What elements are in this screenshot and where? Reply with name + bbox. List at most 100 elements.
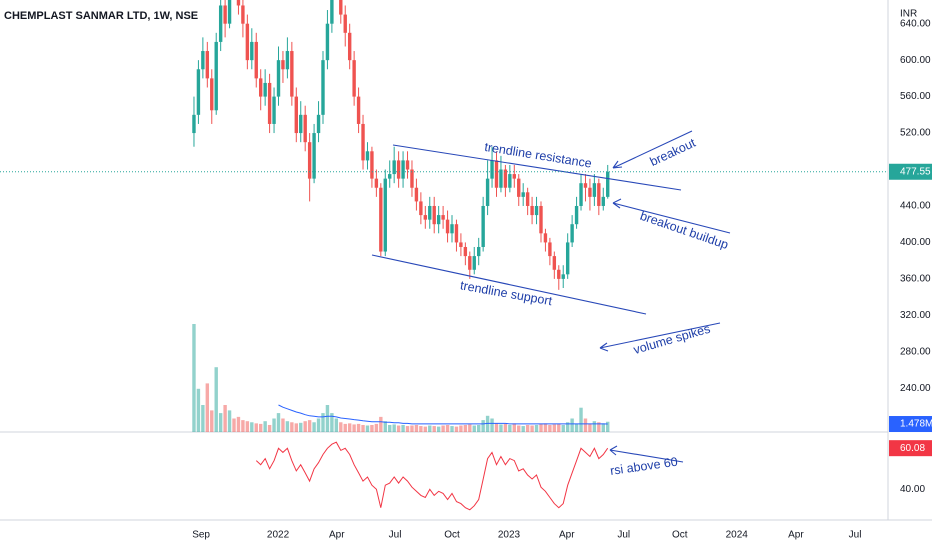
candle-body	[388, 174, 392, 179]
y-tick-label: 320.00	[900, 310, 931, 321]
volume-bar	[525, 424, 530, 432]
y-tick-label: 600.00	[900, 55, 931, 66]
candle-body	[565, 242, 570, 275]
volume-ma-line	[278, 404, 608, 425]
volume-bar	[450, 426, 454, 432]
volume-bar	[494, 423, 499, 432]
candle-body	[436, 215, 441, 225]
volume-bar	[472, 425, 476, 432]
candle-body	[236, 0, 241, 6]
x-tick-label: 2024	[726, 530, 749, 541]
volume-bar	[459, 425, 463, 432]
volume-bar	[490, 418, 494, 432]
candle-body	[579, 183, 583, 206]
volume-bar	[468, 424, 472, 432]
volume-bar	[281, 418, 285, 432]
volume-bar	[232, 418, 236, 432]
candle-body	[530, 205, 534, 216]
volume-bar	[552, 424, 557, 432]
volume-bar	[370, 424, 374, 432]
candle-body	[267, 82, 272, 124]
annotation: trendline support	[459, 278, 554, 308]
volume-bar	[343, 423, 347, 432]
candle-body	[561, 274, 565, 279]
volume-bar	[592, 421, 597, 432]
candle-body	[414, 187, 419, 202]
y-tick-label: 400.00	[900, 237, 931, 248]
volume-bar	[499, 424, 503, 432]
volume-bar	[205, 383, 210, 432]
y-tick-label: 640.00	[900, 18, 931, 29]
volume-bar	[303, 421, 307, 432]
volume-bar	[410, 425, 414, 432]
volume-bar	[597, 422, 601, 432]
candle-body	[543, 233, 548, 243]
volume-bar	[223, 405, 227, 432]
annotation: volume spikes	[632, 322, 712, 357]
volume-bar	[512, 423, 516, 432]
candle-body	[468, 256, 472, 270]
volume-bar	[401, 424, 405, 432]
volume-bar	[561, 424, 565, 432]
candle-body	[512, 174, 516, 179]
candle-body	[534, 205, 539, 216]
volume-bar	[334, 418, 339, 432]
volume-bar	[503, 423, 508, 432]
volume-bar	[606, 421, 610, 432]
annotation: breakout buildup	[638, 209, 730, 252]
volume-bar	[196, 388, 201, 432]
volume-bar	[347, 423, 352, 432]
volume-bar	[259, 423, 263, 432]
candle-body	[299, 114, 303, 134]
volume-bar	[548, 424, 552, 432]
x-tick-label: Apr	[559, 530, 575, 541]
candle-body	[392, 160, 396, 175]
candle-body	[241, 5, 245, 24]
candle-body	[218, 5, 223, 42]
volume-bar	[414, 424, 419, 432]
volume-bar	[214, 367, 218, 432]
volume-bar	[388, 424, 392, 432]
volume-bar	[441, 425, 445, 432]
candle-body	[472, 256, 476, 270]
candle-body	[601, 196, 605, 206]
volume-bar	[285, 421, 290, 432]
volume-bar	[210, 410, 214, 432]
volume-bar	[245, 421, 250, 432]
volume-bar	[539, 423, 543, 432]
annotation: trendline resistance	[483, 140, 592, 171]
chart-title: CHEMPLAST SANMAR LTD, 1W, NSE	[4, 10, 198, 22]
volume-bar	[557, 423, 561, 432]
candle-body	[379, 187, 383, 252]
volume-bar	[583, 418, 588, 432]
volume-bar	[432, 426, 436, 432]
y-tick-label: 240.00	[900, 383, 931, 394]
candle-body	[481, 205, 485, 247]
candle-body	[223, 5, 227, 24]
volume-bar	[445, 424, 450, 432]
volume-bar	[579, 407, 583, 432]
volume-bar	[290, 422, 294, 432]
candle-body	[597, 183, 601, 206]
volume-bar	[312, 422, 316, 432]
candle-body	[227, 0, 232, 24]
annotation: rsi above 60	[609, 455, 678, 478]
x-tick-label: 2022	[267, 530, 290, 541]
volume-bar	[276, 413, 281, 432]
candle-body	[214, 41, 218, 111]
x-tick-label: Jul	[617, 530, 630, 541]
x-tick-label: Oct	[444, 530, 460, 541]
volume-bar	[330, 413, 334, 432]
volume-bar	[267, 424, 272, 432]
volume-bar	[428, 425, 432, 432]
candle-body	[316, 114, 321, 134]
candle-body	[259, 78, 263, 97]
y-tick-label: 440.00	[900, 201, 931, 212]
candle-body	[548, 242, 552, 257]
x-tick-label: Jul	[389, 530, 402, 541]
volume-bar	[201, 405, 205, 432]
candle-body	[450, 224, 454, 234]
volume-bar	[374, 423, 379, 432]
currency: INR	[900, 9, 917, 20]
volume-bar	[405, 426, 410, 432]
